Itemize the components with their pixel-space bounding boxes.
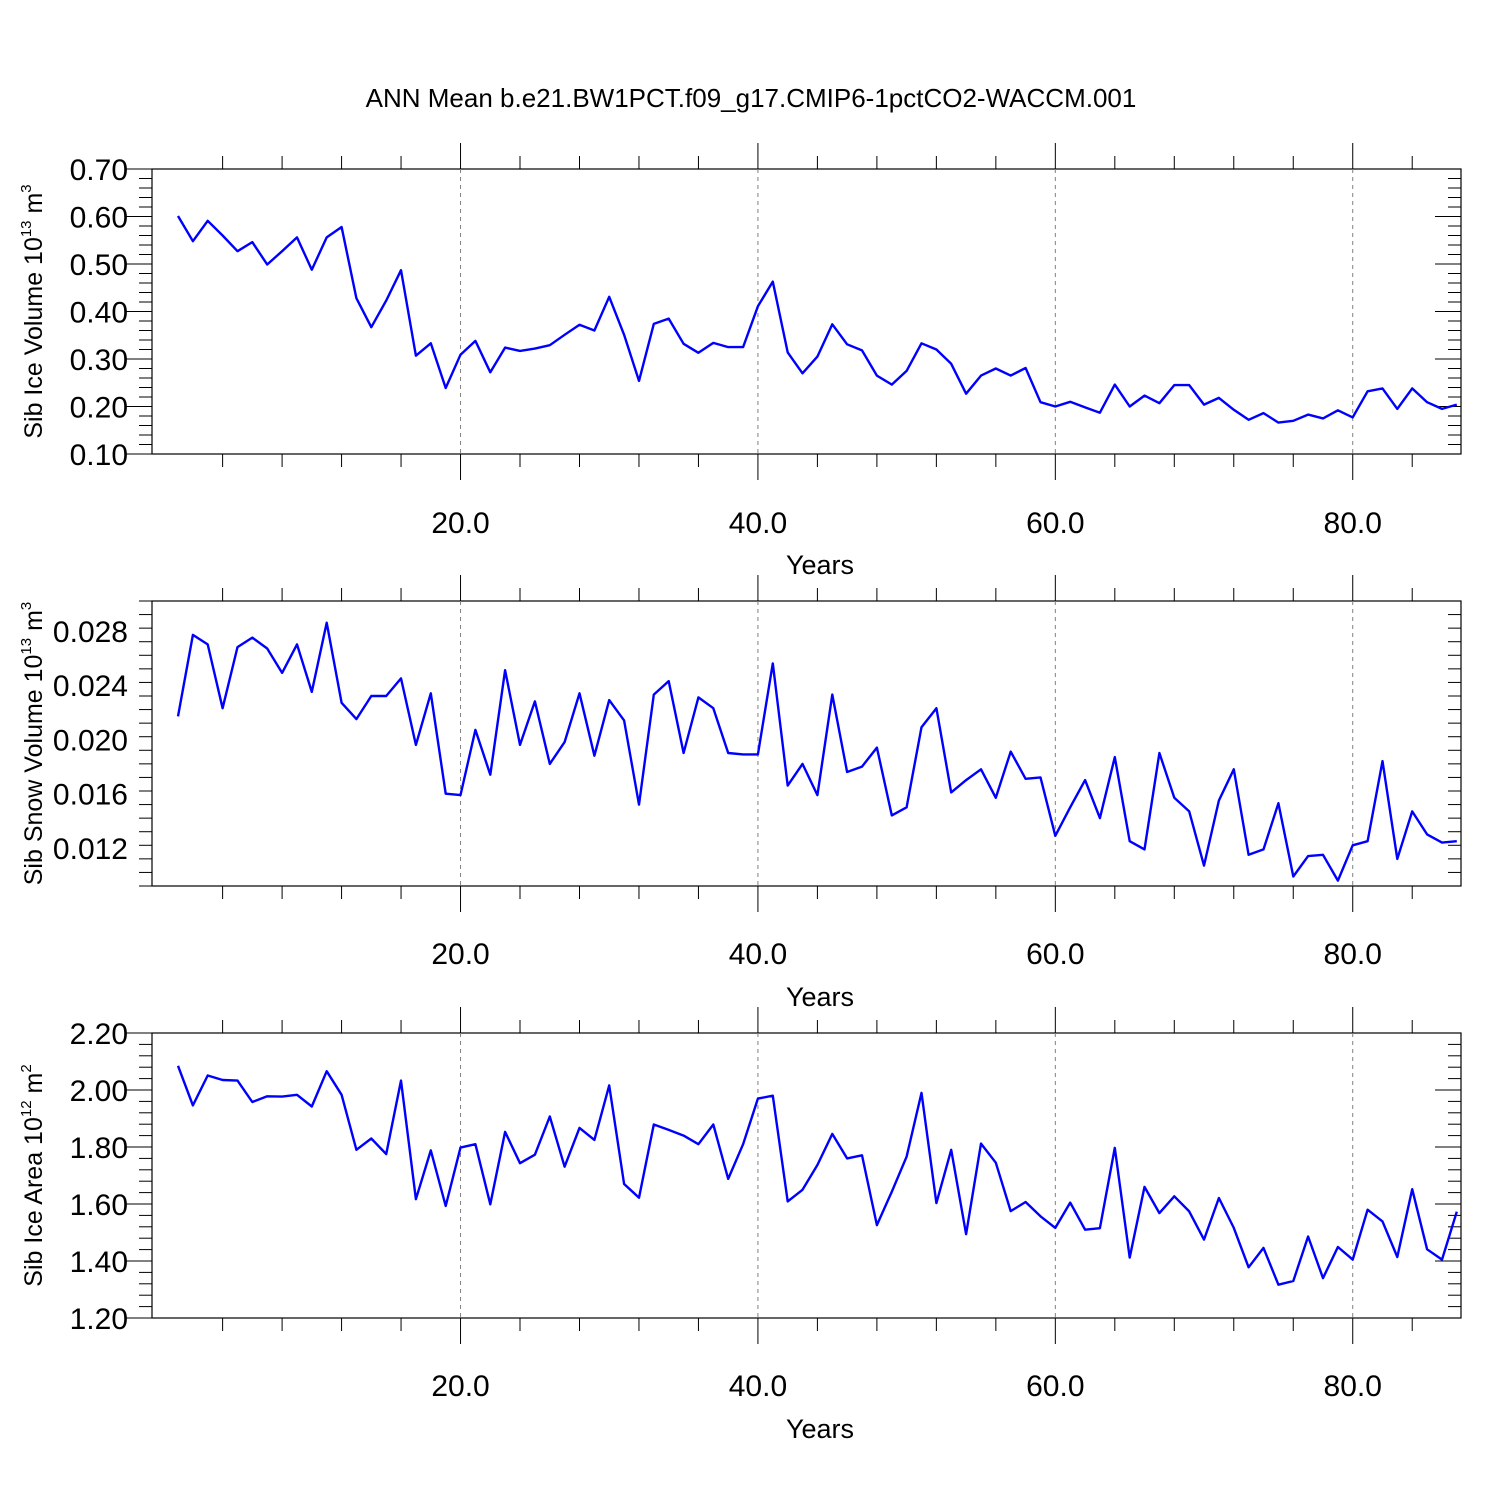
x-tick-label: 20.0 — [431, 938, 489, 971]
x-axis-label: Years — [786, 982, 854, 1012]
y-tick-label: 0.50 — [70, 249, 128, 282]
series-line — [176, 215, 1458, 424]
y-tick-label: 0.012 — [53, 833, 128, 866]
y-tick-label: 1.60 — [70, 1189, 128, 1222]
y-tick-label: 1.20 — [70, 1303, 128, 1336]
x-tick-label: 20.0 — [431, 1370, 489, 1403]
y-tick-label: 0.016 — [53, 779, 128, 812]
x-tick-label: 40.0 — [729, 1370, 787, 1403]
x-tick-label: 80.0 — [1324, 1370, 1382, 1403]
y-tick-label: 0.70 — [70, 154, 128, 187]
y-tick-label: 0.40 — [70, 297, 128, 330]
y-tick-label: 1.40 — [70, 1246, 128, 1279]
x-tick-label: 60.0 — [1026, 1370, 1084, 1403]
x-tick-label: 40.0 — [729, 507, 787, 540]
chart-title: ANN Mean b.e21.BW1PCT.f09_g17.CMIP6-1pct… — [366, 83, 1137, 113]
y-tick-label: 0.60 — [70, 202, 128, 235]
series-line — [176, 1065, 1458, 1286]
x-axis-label: Years — [786, 550, 854, 580]
panel-sib-snow-volume: 20.0 40.0 60.0 80.0 0.012 0.016 0.020 0.024 0.02… — [18, 575, 1462, 1012]
plot-frame — [151, 168, 1462, 455]
x-tick-label: 80.0 — [1324, 938, 1382, 971]
plot-frame — [151, 1032, 1462, 1319]
x-tick-label: 60.0 — [1026, 507, 1084, 540]
y-tick-label: 0.20 — [70, 392, 128, 425]
panel-sib-ice-area: 20.0 40.0 60.0 80.0 1.20 1.40 1.60 1.80 2.00 2.20… — [18, 1007, 1462, 1444]
x-tick-label: 80.0 — [1324, 507, 1382, 540]
y-tick-label: 1.80 — [70, 1132, 128, 1165]
y-tick-label: 0.30 — [70, 344, 128, 377]
series-line — [176, 621, 1457, 882]
y-tick-label: 0.024 — [53, 670, 128, 703]
x-tick-label: 60.0 — [1026, 938, 1084, 971]
x-axis-label: Years — [786, 1414, 854, 1444]
y-axis-label: Sib Ice Area 1012 m2 — [18, 1064, 48, 1286]
y-axis-label: Sib Ice Volume 1013 m3 — [18, 184, 48, 438]
x-tick-label: 20.0 — [431, 507, 489, 540]
y-tick-label: 2.20 — [70, 1018, 128, 1051]
y-tick-label: 0.028 — [53, 616, 128, 649]
panel-sib-ice-volume: 20.0 40.0 60.0 80.0 0.10 0.20 0.30 0.40 0.50 0.60… — [18, 143, 1462, 580]
y-axis-label: Sib Snow Volume 1013 m3 — [18, 602, 48, 886]
x-tick-label: 40.0 — [729, 938, 787, 971]
y-tick-label: 0.020 — [53, 724, 128, 757]
plot-frame — [151, 600, 1462, 887]
y-tick-label: 2.00 — [70, 1075, 128, 1108]
y-tick-label: 0.10 — [70, 439, 128, 472]
